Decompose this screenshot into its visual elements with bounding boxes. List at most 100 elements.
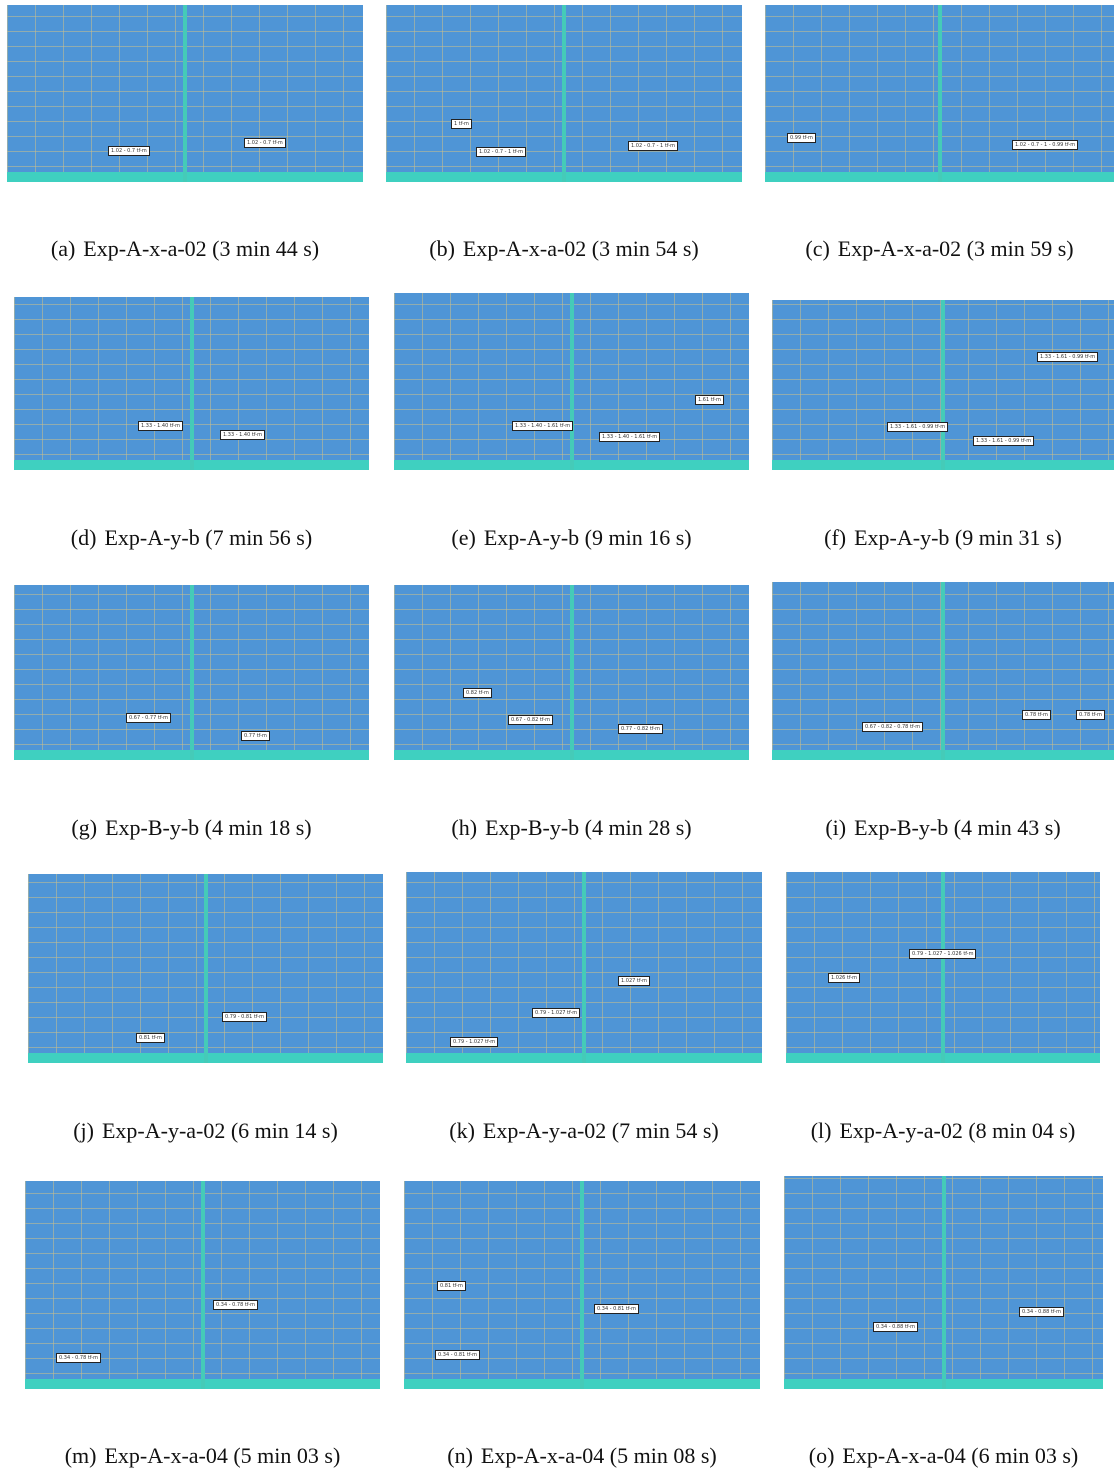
caption: (h) Exp-B-y-b (4 min 28 s): [451, 815, 691, 841]
photo: [7, 5, 363, 182]
moment-label: 0.34 - 0.88 tf-m: [1019, 1307, 1064, 1317]
moment-label: 1.027 tf-m: [618, 976, 651, 986]
photo: [406, 872, 762, 1063]
caption: (m) Exp-A-x-a-04 (5 min 03 s): [65, 1443, 341, 1469]
moment-label: 1.026 tf-m: [828, 973, 861, 983]
crack-line: [937, 5, 942, 182]
caption-text: Exp-A-y-a-02 (8 min 04 s): [839, 1118, 1076, 1143]
crack-line: [941, 1176, 946, 1389]
moment-label: 1.61 tf-m: [695, 395, 724, 405]
crack-line: [189, 297, 194, 470]
moment-label: 0.34 - 0.88 tf-m: [873, 1322, 918, 1332]
caption-text: Exp-A-y-a-02 (6 min 14 s): [101, 1118, 338, 1143]
photo: [28, 874, 383, 1063]
moment-label: 0.78 tf-m: [1022, 710, 1051, 720]
caption-text: Exp-A-y-a-02 (7 min 54 s): [482, 1118, 719, 1143]
caption-text: Exp-B-y-b (4 min 28 s): [485, 815, 692, 840]
photo: [14, 297, 369, 470]
photo: [14, 585, 369, 760]
moment-label: 1.02 - 0.7 tf-m: [244, 138, 286, 148]
caption-text: Exp-A-y-b (7 min 56 s): [104, 525, 313, 550]
moment-label: 0.81 tf-m: [136, 1033, 165, 1043]
caption: (a) Exp-A-x-a-02 (3 min 44 s): [51, 236, 319, 262]
crack-line: [183, 5, 187, 182]
moment-label: 1.33 - 1.40 tf-m: [220, 430, 265, 440]
crack-line: [569, 585, 574, 760]
moment-label: 0.67 - 0.82 tf-m: [508, 715, 553, 725]
moment-label: 0.99 tf-m: [787, 133, 816, 143]
photo: [394, 585, 749, 760]
moment-label: 0.82 tf-m: [463, 688, 492, 698]
crack-line: [200, 1181, 205, 1389]
crack-line: [569, 293, 574, 470]
photo: [786, 872, 1100, 1063]
crack-line: [582, 872, 586, 1063]
caption-label: (a): [50, 236, 76, 261]
crack-line: [941, 872, 945, 1063]
caption-label: (e): [451, 525, 476, 550]
caption-label: (n): [447, 1443, 473, 1468]
crack-line: [562, 5, 566, 182]
caption: (c) Exp-A-x-a-02 (3 min 59 s): [805, 236, 1073, 262]
caption-text: Exp-A-y-b (9 min 31 s): [854, 525, 1062, 550]
moment-label: 0.67 - 0.77 tf-m: [126, 713, 171, 723]
caption-label: (m): [64, 1443, 97, 1468]
caption-label: (o): [808, 1443, 835, 1468]
crack-line: [189, 585, 194, 760]
caption-label: (h): [451, 815, 478, 840]
caption-text: Exp-A-x-a-04 (6 min 03 s): [842, 1443, 1079, 1468]
caption-label: (j): [73, 1118, 94, 1143]
moment-label: 0.81 tf-m: [437, 1281, 466, 1291]
moment-label: 1.33 - 1.61 - 0.99 tf-m: [1037, 352, 1099, 362]
caption-text: Exp-A-x-a-04 (5 min 08 s): [480, 1443, 717, 1468]
moment-label: 0.79 - 1.027 tf-m: [532, 1008, 581, 1018]
photo: [765, 5, 1114, 182]
crack-line: [941, 582, 945, 760]
moment-label: 0.34 - 0.81 tf-m: [594, 1304, 639, 1314]
moment-label: 0.79 - 0.81 tf-m: [222, 1012, 267, 1022]
caption-text: Exp-A-x-a-02 (3 min 44 s): [83, 236, 320, 261]
caption-text: Exp-B-y-b (4 min 43 s): [854, 815, 1061, 840]
crack-line: [941, 300, 945, 470]
moment-label: 0.34 - 0.81 tf-m: [435, 1350, 480, 1360]
caption-label: (f): [824, 525, 847, 550]
moment-label: 1.02 - 0.7 - 1 tf-m: [628, 141, 678, 151]
moment-label: 1.33 - 1.40 - 1.61 tf-m: [512, 421, 574, 431]
photo: [772, 300, 1114, 470]
caption-label: (b): [429, 236, 455, 261]
caption-label: (k): [449, 1118, 475, 1143]
moment-label: 1.33 - 1.61 - 0.99 tf-m: [887, 422, 949, 432]
caption-label: (i): [825, 815, 847, 840]
moment-label: 1.33 - 1.61 - 0.99 tf-m: [973, 436, 1035, 446]
caption: (k) Exp-A-y-a-02 (7 min 54 s): [449, 1118, 719, 1144]
caption: (j) Exp-A-y-a-02 (6 min 14 s): [73, 1118, 338, 1144]
caption-label: (c): [805, 236, 830, 261]
caption: (f) Exp-A-y-b (9 min 31 s): [824, 525, 1062, 551]
caption: (i) Exp-B-y-b (4 min 43 s): [825, 815, 1060, 841]
moment-label: 0.34 - 0.78 tf-m: [213, 1300, 258, 1310]
caption-text: Exp-A-x-a-02 (3 min 54 s): [462, 236, 699, 261]
moment-label: 1.33 - 1.40 - 1.61 tf-m: [599, 432, 661, 442]
caption-label: (g): [71, 815, 98, 840]
photo: [772, 582, 1114, 760]
photo: [784, 1176, 1103, 1389]
caption: (d) Exp-A-y-b (7 min 56 s): [71, 525, 312, 551]
moment-label: 1.02 - 0.7 - 1 tf-m: [476, 147, 526, 157]
caption-text: Exp-A-x-a-04 (5 min 03 s): [104, 1443, 341, 1468]
moment-label: 0.79 - 1.027 tf-m: [450, 1037, 499, 1047]
caption-text: Exp-A-x-a-02 (3 min 59 s): [837, 236, 1074, 261]
caption: (n) Exp-A-x-a-04 (5 min 08 s): [447, 1443, 717, 1469]
caption-label: (l): [810, 1118, 832, 1143]
moment-label: 0.77 - 0.82 tf-m: [618, 724, 663, 734]
moment-label: 0.79 - 1.027 - 1.026 tf-m: [909, 949, 977, 959]
caption-label: (d): [70, 525, 97, 550]
caption-text: Exp-A-y-b (9 min 16 s): [483, 525, 692, 550]
photo: [394, 293, 749, 470]
caption: (l) Exp-A-y-a-02 (8 min 04 s): [811, 1118, 1076, 1144]
moment-label: 1.33 - 1.40 tf-m: [138, 421, 183, 431]
moment-label: 1.02 - 0.7 tf-m: [108, 146, 150, 156]
moment-label: 1 tf-m: [451, 119, 472, 129]
caption: (e) Exp-A-y-b (9 min 16 s): [451, 525, 691, 551]
moment-label: 0.67 - 0.82 - 0.78 tf-m: [862, 722, 924, 732]
